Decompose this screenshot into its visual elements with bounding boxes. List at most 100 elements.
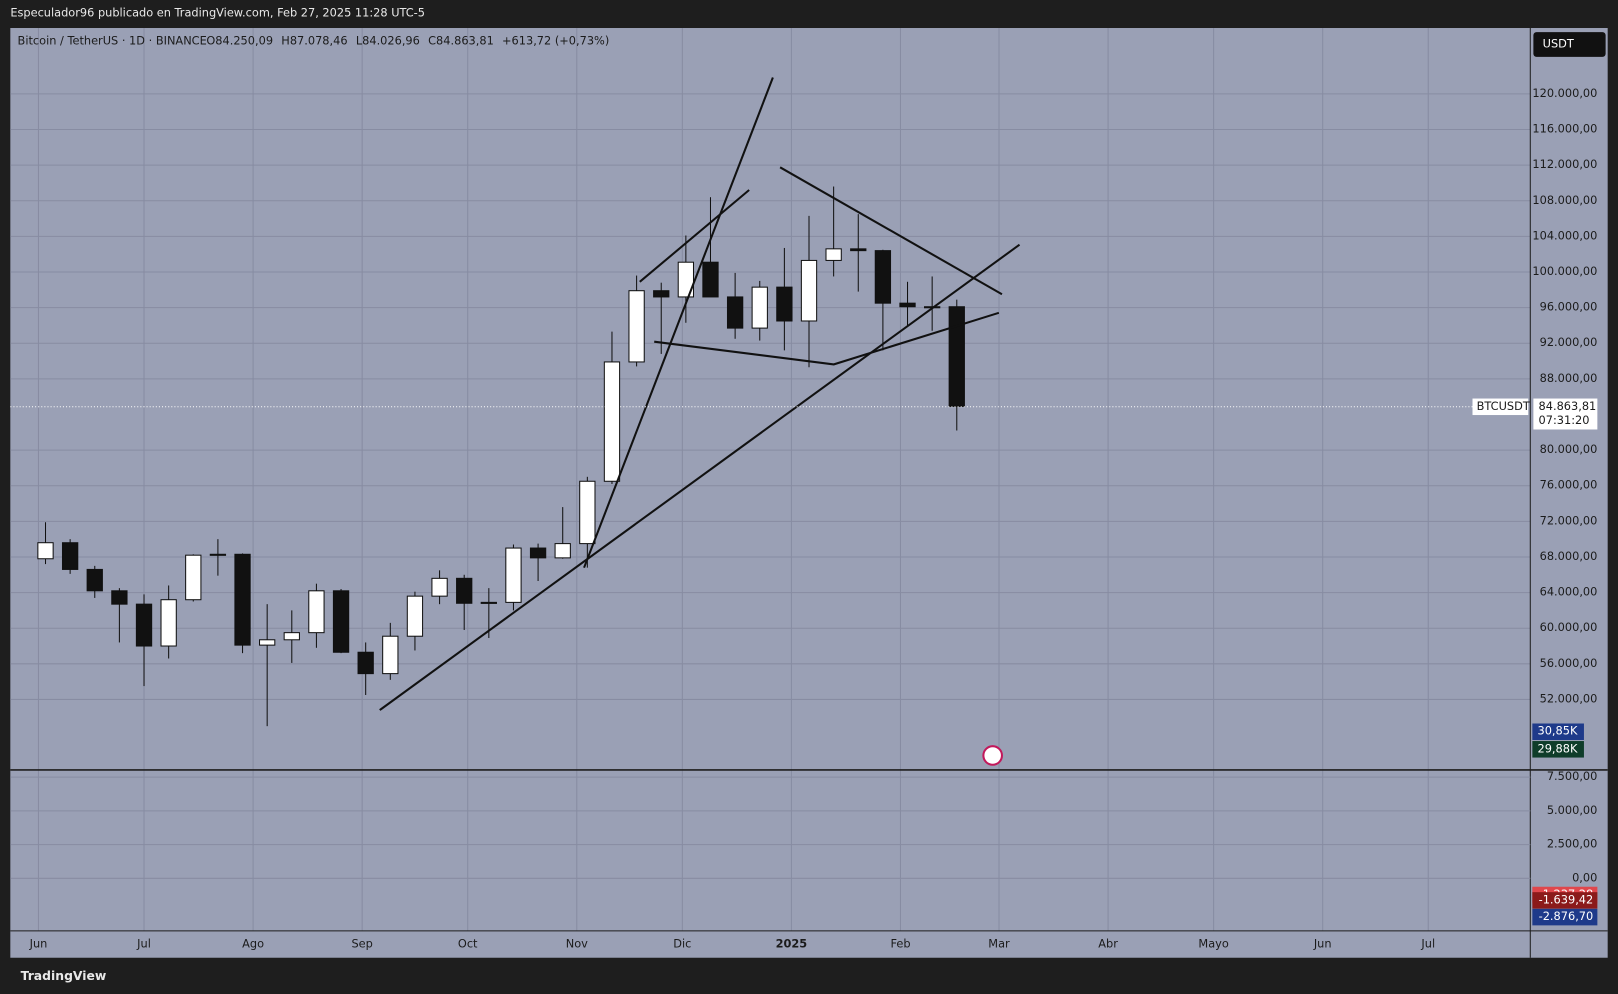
- ohlc-legend: O84.250,09 H87.078,46 L84.026,96 C84.863,81…: [206, 33, 609, 47]
- x-tick-label: Jul: [1420, 936, 1435, 950]
- ohlc-value: L84.026,96: [356, 33, 420, 47]
- trendline: [654, 311, 1000, 366]
- candle-body: [480, 601, 497, 604]
- x-tick-label: Dic: [673, 936, 691, 950]
- y-tick-label: 60.000,00: [1540, 620, 1598, 634]
- volume-tag: [1532, 741, 1584, 758]
- y-tick-label: 120.000,00: [1532, 86, 1597, 100]
- author-line: Especulador96 publicado en TradingView.c…: [10, 6, 425, 20]
- candle-body: [726, 296, 744, 329]
- candle-body: [505, 547, 522, 603]
- candle-body: [603, 361, 621, 482]
- candle-body: [431, 577, 448, 597]
- candle-body: [357, 651, 374, 675]
- volume-tag-label: 30,85K: [1538, 724, 1578, 738]
- event-icon[interactable]: [982, 745, 1003, 766]
- candle-body: [653, 290, 670, 298]
- symbol-tag: [1472, 398, 1529, 416]
- candle-body: [800, 259, 818, 322]
- macd-tick-label: 2.500,00: [1547, 837, 1598, 851]
- candle-body: [948, 306, 965, 407]
- candle-body: [850, 248, 867, 252]
- candle-body: [37, 542, 54, 560]
- candle-body: [283, 632, 300, 641]
- candle-body: [160, 599, 177, 647]
- countdown-label: 07:31:20: [1539, 413, 1590, 427]
- y-tick-label: 108.000,00: [1532, 193, 1597, 207]
- y-tick-label: 52.000,00: [1540, 691, 1598, 705]
- x-tick-label: Mar: [988, 936, 1010, 950]
- candle-body: [677, 261, 695, 298]
- candle-body: [751, 286, 768, 329]
- candle-body: [234, 553, 251, 646]
- y-tick-label: 56.000,00: [1540, 656, 1598, 670]
- candle-body: [529, 547, 547, 559]
- volume-tag-label: 29,88K: [1538, 741, 1578, 755]
- candle-body: [111, 590, 128, 605]
- ohlc-value: H87.078,46: [281, 33, 347, 47]
- symbol-tag-label: BTCUSDT: [1477, 399, 1530, 413]
- candle-body: [308, 590, 325, 634]
- chart-background: [10, 28, 1608, 958]
- y-tick-label: 72.000,00: [1540, 513, 1598, 527]
- candle-body: [554, 543, 571, 559]
- volume-tag: [1532, 723, 1584, 741]
- candle-body: [61, 542, 79, 570]
- candle-body: [209, 553, 227, 556]
- candle-body: [185, 554, 202, 601]
- macd-value-tag: [1532, 892, 1598, 909]
- candle-body: [628, 290, 645, 363]
- y-tick-label: 96.000,00: [1540, 300, 1598, 314]
- trendlines: [379, 77, 1021, 711]
- grid: [10, 28, 1531, 931]
- x-tick-label: Jun: [29, 936, 48, 950]
- candle-body: [259, 639, 276, 646]
- x-tick-label: Abr: [1098, 936, 1118, 950]
- macd-value-tag: [1532, 908, 1598, 926]
- x-tick-label: Jul: [136, 936, 151, 950]
- candle-body: [332, 590, 350, 653]
- x-tick-label: Sep: [351, 936, 372, 950]
- macd-tick-label: 0,00: [1572, 870, 1597, 884]
- y-tick-label: 88.000,00: [1540, 371, 1598, 385]
- y-tick-label: 116.000,00: [1532, 122, 1597, 136]
- change-value: +613,72 (+0,73%): [502, 33, 609, 47]
- macd-value-label: -1.639,42: [1539, 892, 1594, 906]
- candle-body: [825, 248, 842, 261]
- trendline: [583, 77, 774, 569]
- candle-body: [776, 286, 793, 322]
- x-tick-label: Mayo: [1198, 936, 1228, 950]
- y-tick-label: 92.000,00: [1540, 335, 1598, 349]
- y-tick-label: 104.000,00: [1532, 228, 1597, 242]
- candle-body: [406, 595, 424, 637]
- y-tick-label: 76.000,00: [1540, 478, 1598, 492]
- candle-body: [899, 302, 916, 308]
- candle-body: [86, 568, 103, 592]
- x-tick-label: Ago: [242, 936, 264, 950]
- candle-body: [456, 577, 473, 604]
- x-tick-label: Nov: [566, 936, 588, 950]
- candle-body: [579, 480, 596, 545]
- macd-pane: 0,002.500,005.000,007.500,00-1.237,28-1.…: [10, 769, 1598, 926]
- x-tick-label: Feb: [890, 936, 910, 950]
- y-tick-label: 80.000,00: [1540, 442, 1598, 456]
- candle-body: [702, 261, 719, 298]
- candles: [37, 186, 965, 727]
- candle-body: [382, 635, 399, 675]
- symbol-title: Bitcoin / TetherUS · 1D · BINANCE: [18, 33, 207, 47]
- ohlc-value: C84.863,81: [428, 33, 494, 47]
- y-tick-label: 100.000,00: [1532, 264, 1597, 278]
- y-tick-label: 112.000,00: [1532, 157, 1597, 171]
- currency-label[interactable]: USDT: [1543, 37, 1574, 51]
- macd-value-label: -2.876,70: [1539, 909, 1594, 923]
- trendline: [639, 189, 750, 283]
- price-tag: [1533, 398, 1598, 430]
- candle-body: [135, 603, 153, 647]
- macd-tick-label: 7.500,00: [1547, 769, 1598, 783]
- x-tick-label: Jun: [1313, 936, 1332, 950]
- currency-button[interactable]: [1533, 32, 1606, 57]
- ohlc-value: O84.250,09: [206, 33, 273, 47]
- footer-logo: TradingView: [21, 969, 107, 983]
